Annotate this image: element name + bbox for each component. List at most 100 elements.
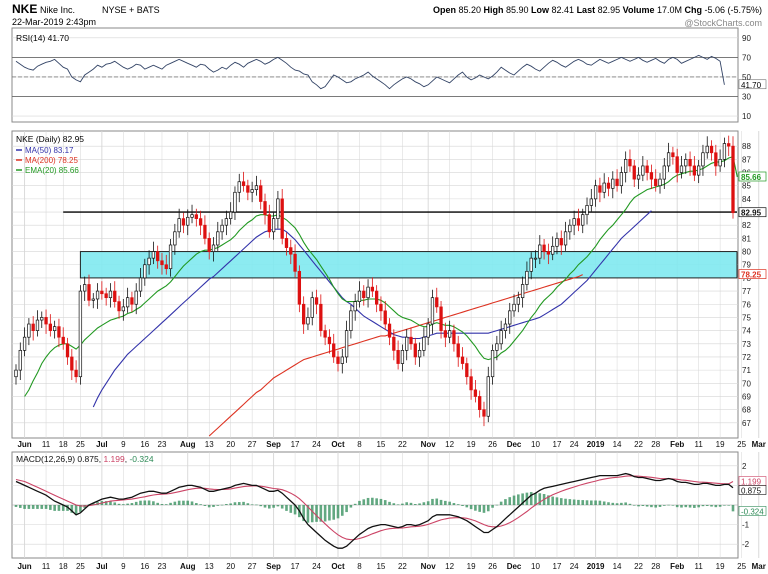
macd-histogram-bar (504, 499, 507, 505)
macd-line (15, 472, 734, 549)
macd-x-axis-label: 17 (553, 562, 562, 571)
candle-body (95, 290, 100, 300)
price-tick-label: 84 (742, 195, 751, 204)
macd-histogram-bar (383, 500, 387, 505)
macd-histogram-bar (61, 505, 65, 511)
candle-body (679, 165, 684, 173)
candle-body (662, 165, 666, 180)
macd-histogram-bar (667, 504, 670, 506)
macd-x-axis-label: 15 (376, 562, 385, 571)
candle-body (413, 343, 417, 358)
candle-body (611, 178, 615, 189)
macd-histogram-bar (538, 493, 542, 505)
quote-bar: Open 85.20 High 85.90 Low 82.41 Last 82.… (433, 5, 762, 15)
rsi-last-box (738, 79, 767, 90)
macd-x-axis-label: 12 (445, 562, 454, 571)
macd-x-axis-label: 17 (291, 562, 300, 571)
macd-histogram-bar (637, 505, 640, 507)
macd-x-axis-label: Feb (670, 562, 684, 571)
macd-histogram-bar (675, 505, 679, 508)
macd-legend-part: 1.199 (103, 454, 125, 464)
macd-histogram-bar (349, 505, 353, 508)
candle-body (250, 189, 254, 193)
macd-histogram-bar (225, 504, 228, 505)
candle-body (138, 277, 143, 292)
macd-right-label: 0.875 (741, 486, 762, 495)
macd-histogram-bar (439, 499, 443, 505)
candle-body (121, 306, 125, 312)
macd-histogram-bar (143, 500, 147, 505)
candle-body (332, 343, 336, 358)
x-axis-label: 20 (226, 440, 235, 449)
candle-body (35, 319, 40, 331)
macd-histogram-bar (263, 505, 267, 508)
candle-body (14, 369, 18, 378)
macd-histogram-bar (229, 503, 232, 505)
candle-body (576, 218, 581, 226)
x-axis-label: 9 (121, 440, 126, 449)
x-axis-label: 27 (248, 440, 257, 449)
macd-x-axis-label: Aug (180, 562, 196, 571)
candle-body (572, 218, 576, 226)
macd-histogram-bar (134, 501, 138, 505)
candle-body (525, 270, 529, 285)
price-tick-label: 76 (742, 300, 751, 309)
macd-histogram-bar (246, 503, 250, 505)
x-axis-label: Jun (17, 440, 31, 449)
macd-histogram-bar (156, 502, 159, 505)
macd-legend-part: 0.875 (77, 454, 99, 464)
x-axis-label: 16 (140, 440, 149, 449)
macd-histogram-bar (164, 504, 168, 505)
macd-histogram-bar (27, 505, 31, 509)
macd-histogram-bar (572, 499, 576, 505)
macd-histogram-bar (177, 500, 181, 505)
macd-x-axis-label: Oct (331, 562, 345, 571)
macd-histogram-bar (650, 505, 653, 508)
candle-body (379, 303, 383, 312)
macd-histogram-bar (53, 505, 56, 511)
macd-histogram-bar (250, 504, 254, 506)
macd-histogram-bar (409, 502, 413, 505)
candle-body (701, 152, 705, 167)
x-axis-label: 19 (467, 440, 476, 449)
candle-body (538, 244, 542, 259)
candle-body (143, 264, 147, 279)
candle-body (559, 238, 563, 246)
quote-label: Volume (623, 5, 657, 15)
macd-histogram-bar (117, 503, 121, 505)
x-axis-label: 28 (651, 440, 660, 449)
macd-histogram-bar (658, 505, 662, 507)
x-axis-label: 22 (398, 440, 407, 449)
macd-histogram-bar (280, 505, 284, 509)
macd-histogram-bar (285, 505, 288, 511)
x-axis-label: 10 (531, 440, 540, 449)
macd-histogram-bar (109, 501, 112, 505)
candle-body (649, 172, 654, 180)
macd-histogram-bar (18, 505, 22, 508)
x-axis-label: 11 (42, 440, 51, 449)
macd-histogram-bar (49, 505, 52, 510)
macd-histogram-bar (272, 505, 275, 508)
candle-body (203, 224, 207, 239)
candle-body (83, 284, 87, 292)
macd-histogram-bar (422, 502, 426, 505)
candle-body (220, 224, 224, 233)
macd-histogram-bar (727, 505, 731, 506)
rsi-line (15, 54, 725, 90)
macd-histogram-bar (482, 505, 486, 513)
candle-body (383, 310, 387, 325)
macd-x-axis-label: 22 (398, 562, 407, 571)
candle-body (447, 330, 452, 338)
rsi-tick-label: 50 (742, 73, 751, 82)
macd-right-label: -0.324 (741, 507, 764, 516)
candle-body (340, 356, 344, 364)
macd-histogram-bar (242, 501, 245, 505)
macd-histogram-bar (620, 502, 623, 505)
macd-legend-part: , (99, 454, 104, 464)
price-panel (11, 130, 739, 439)
price-tick-label: 75 (742, 313, 751, 322)
macd-histogram-bar (371, 497, 374, 505)
candle-body (636, 174, 641, 180)
candle-body (422, 336, 426, 351)
macd-histogram-bar (499, 501, 503, 505)
